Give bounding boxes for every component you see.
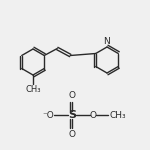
Text: O: O — [90, 111, 97, 120]
Text: ⁻O: ⁻O — [42, 111, 54, 120]
Text: CH₃: CH₃ — [25, 85, 41, 94]
Text: CH₃: CH₃ — [109, 111, 126, 120]
Text: N: N — [104, 36, 110, 45]
Text: O: O — [69, 130, 75, 139]
Text: O: O — [69, 91, 75, 100]
Text: S: S — [68, 110, 76, 120]
